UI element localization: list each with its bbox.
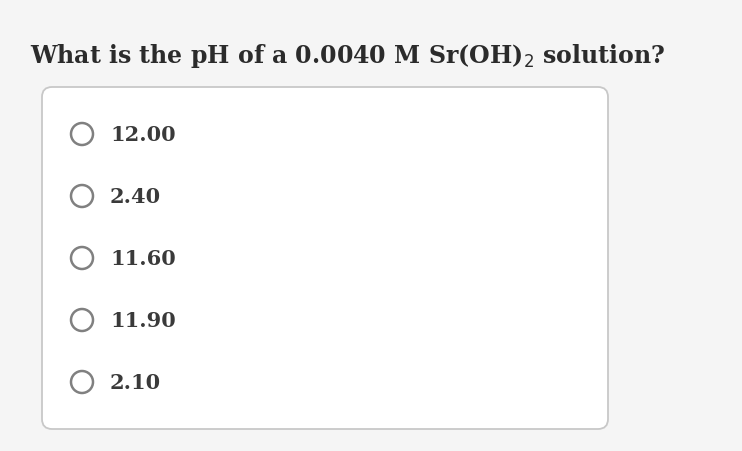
Text: 2.10: 2.10: [110, 372, 161, 392]
Ellipse shape: [71, 309, 93, 331]
Ellipse shape: [71, 124, 93, 146]
Ellipse shape: [71, 371, 93, 393]
FancyBboxPatch shape: [42, 88, 608, 429]
Text: 11.60: 11.60: [110, 249, 176, 268]
Text: 11.90: 11.90: [110, 310, 176, 330]
Ellipse shape: [71, 248, 93, 269]
Text: 2.40: 2.40: [110, 187, 161, 207]
Text: 12.00: 12.00: [110, 125, 176, 145]
Ellipse shape: [71, 186, 93, 207]
Text: What is the pH of a 0.0040 M Sr(OH)$_2$ solution?: What is the pH of a 0.0040 M Sr(OH)$_2$ …: [30, 42, 666, 70]
